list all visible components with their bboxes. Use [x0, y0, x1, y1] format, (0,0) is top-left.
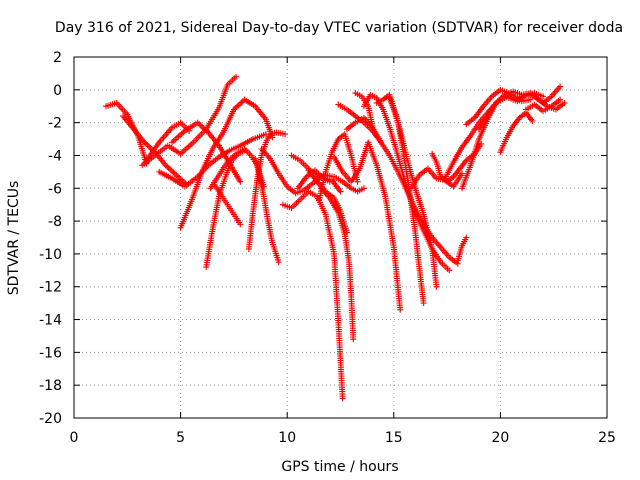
- data-marks: [102, 73, 568, 402]
- trace-markers: [178, 97, 275, 229]
- trace-markers: [282, 189, 346, 400]
- plot-frame: [73, 56, 608, 419]
- y-tick-label: -8: [48, 214, 62, 230]
- trace-markers: [105, 100, 149, 165]
- y-tick-label: -10: [39, 247, 62, 263]
- x-tick-label: 10: [278, 430, 296, 446]
- x-axis-label: GPS time / hours: [281, 459, 398, 475]
- trace-markers: [252, 157, 281, 263]
- series-arc-5: [156, 131, 269, 190]
- trace-markers: [316, 132, 360, 201]
- trace-markers: [203, 148, 246, 268]
- series-arc-34: [497, 109, 536, 156]
- y-tick-label: 2: [53, 50, 62, 66]
- y-tick-label: -20: [39, 411, 62, 427]
- series-arc-35: [505, 83, 564, 106]
- trace-markers: [345, 115, 383, 144]
- axis-ticks: 0 5 10 15 20 25-20-18-16-14-12-10-8-6-4-202: [39, 50, 616, 446]
- trace-markers: [508, 85, 562, 105]
- y-tick-label: -4: [48, 148, 62, 164]
- x-tick-label: 15: [385, 430, 403, 446]
- y-tick-label: -6: [48, 181, 62, 197]
- trace-markers: [213, 184, 242, 226]
- y-tick-label: -18: [39, 378, 62, 394]
- series-arc-36: [522, 96, 564, 115]
- trace-markers: [455, 236, 469, 262]
- trace-markers: [246, 129, 286, 250]
- y-axis-label: SDTVAR / TECUs: [6, 181, 22, 296]
- trace-markers: [144, 120, 191, 162]
- x-tick-label: 5: [176, 430, 185, 446]
- trace-markers: [319, 186, 357, 340]
- x-tick-label: 25: [598, 430, 616, 446]
- series-arc-10: [211, 181, 244, 228]
- series-arc-31: [454, 234, 470, 264]
- y-tick-label: -2: [48, 116, 62, 132]
- series-arc-19: [316, 131, 361, 203]
- series-arc-4: [143, 119, 193, 164]
- trace-markers: [525, 98, 562, 113]
- y-tick-label: -14: [39, 313, 62, 329]
- series-arc-1: [102, 99, 150, 167]
- series-arc-20: [331, 139, 404, 313]
- series-arc-14: [279, 188, 346, 402]
- trace-markers: [332, 141, 403, 311]
- trace-markers: [387, 96, 427, 304]
- trace-markers: [443, 92, 515, 180]
- y-tick-label: -16: [39, 345, 62, 361]
- series-arc-11: [245, 129, 289, 252]
- chart-title: Day 316 of 2021, Sidereal Day-to-day VTE…: [55, 20, 623, 36]
- x-tick-label: 20: [491, 430, 509, 446]
- trace-markers: [498, 111, 535, 154]
- series-arc-22: [343, 114, 385, 146]
- y-tick-label: 0: [53, 83, 62, 99]
- series-arc-27: [407, 165, 466, 192]
- series-arc-6: [177, 96, 276, 231]
- y-tick-label: -12: [39, 280, 62, 296]
- series-arc-12: [252, 155, 282, 266]
- x-tick-label: 0: [70, 430, 79, 446]
- series-arc-26: [386, 95, 427, 307]
- series-arc-7: [169, 119, 244, 185]
